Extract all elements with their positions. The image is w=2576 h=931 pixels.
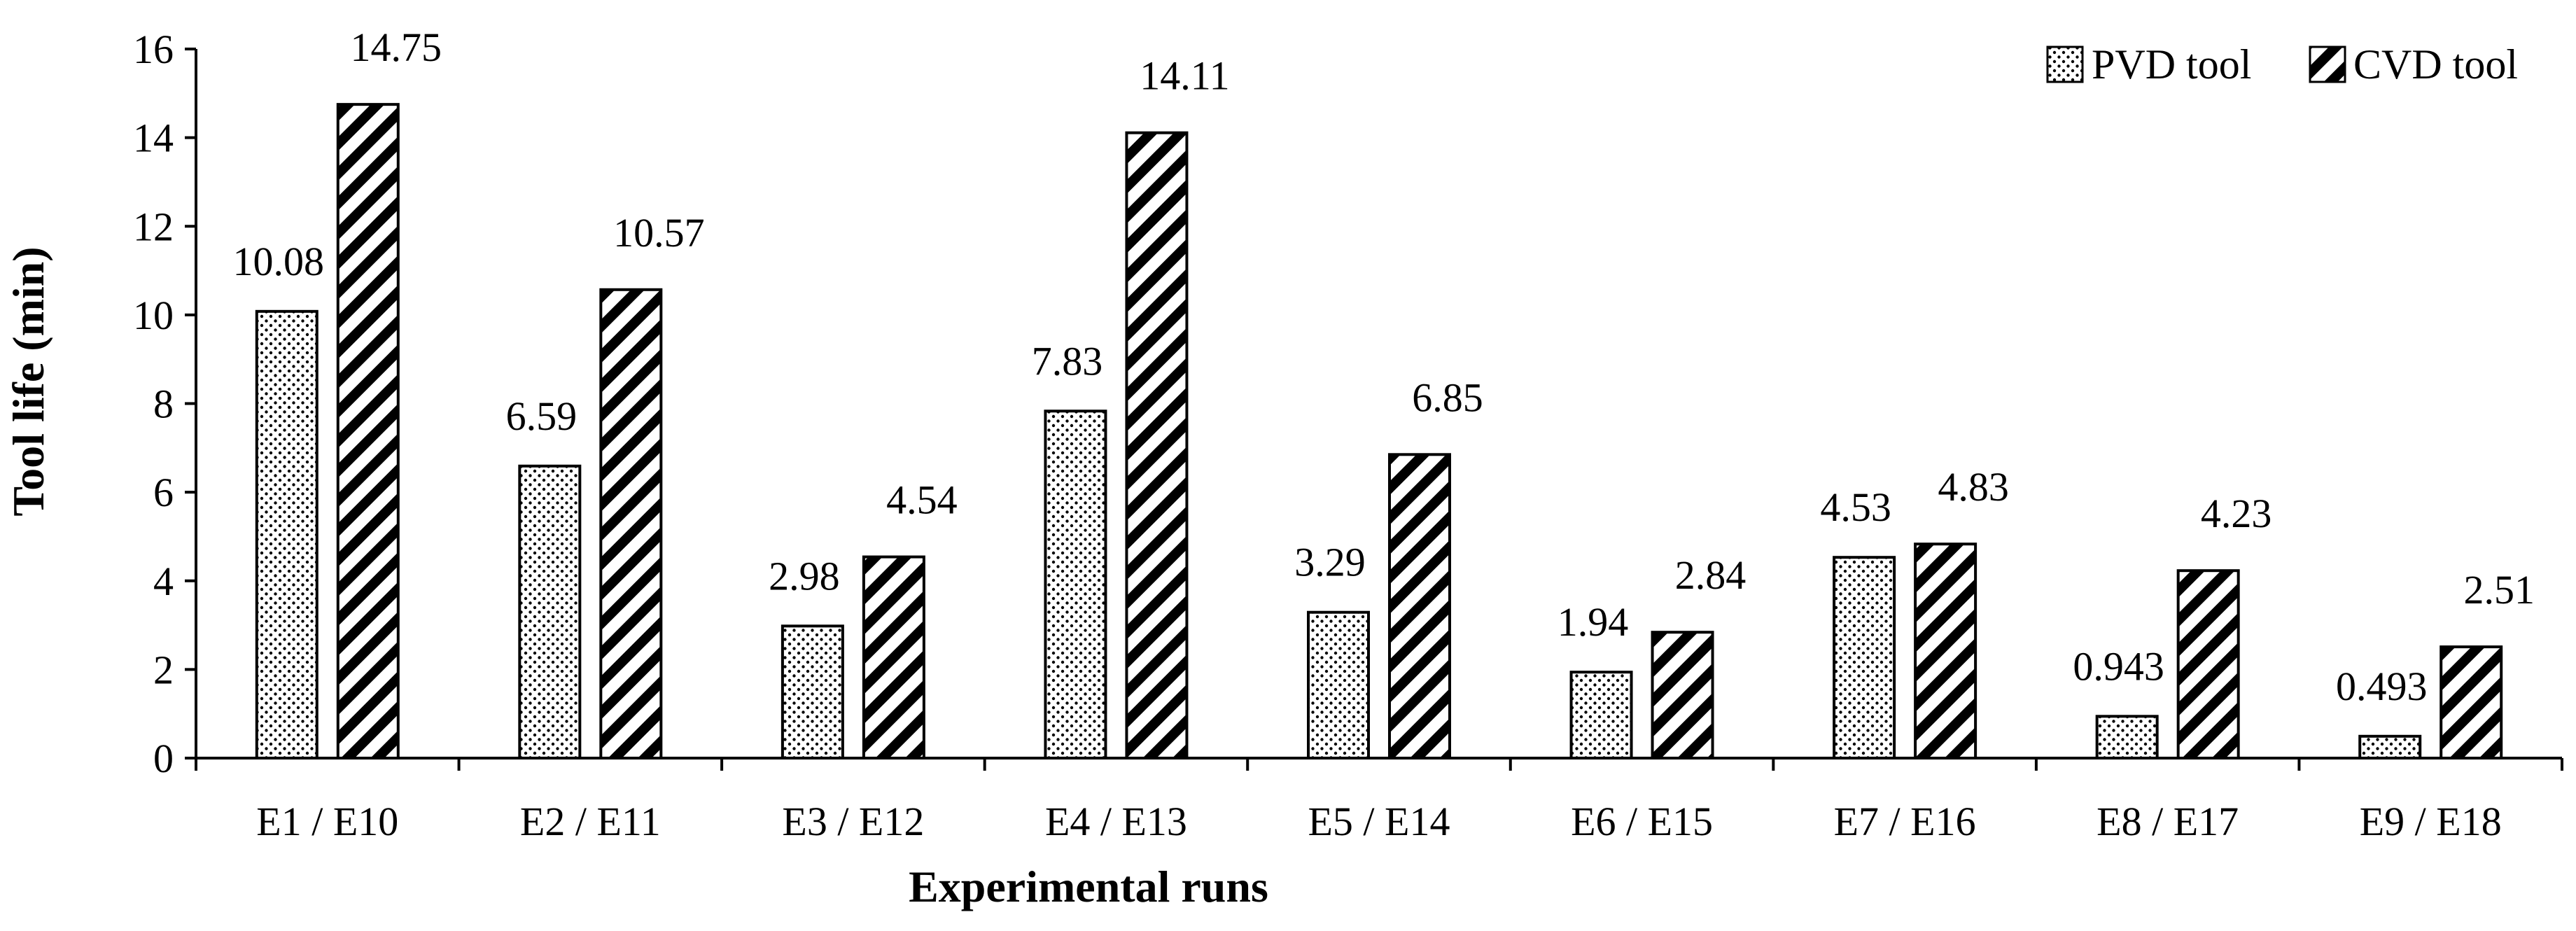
pvd-data-label: 7.83 bbox=[1032, 338, 1103, 384]
y-tick-label: 0 bbox=[153, 736, 174, 781]
pvd-data-label: 3.29 bbox=[1294, 540, 1366, 585]
pvd-data-label: 0.493 bbox=[2336, 664, 2428, 709]
x-tick-label: E1 / E10 bbox=[256, 799, 398, 844]
cvd-bar bbox=[2176, 569, 2240, 760]
y-tick-label: 16 bbox=[133, 27, 174, 72]
y-tick-label: 6 bbox=[153, 470, 174, 515]
x-tick-label: E7 / E16 bbox=[1834, 799, 1976, 844]
legend-label-pvd: PVD tool bbox=[2092, 41, 2251, 88]
cvd-bar bbox=[862, 555, 925, 760]
pvd-bar bbox=[2095, 715, 2159, 760]
x-axis-title: Experimental runs bbox=[909, 862, 1268, 911]
cvd-bar bbox=[2440, 645, 2503, 760]
y-axis: 0 2 4 6 8 10 12 14 16 bbox=[133, 27, 197, 781]
pvd-bar bbox=[780, 624, 844, 760]
y-tick-label: 14 bbox=[133, 115, 174, 161]
x-tick-label: E8 / E17 bbox=[2096, 799, 2239, 844]
cvd-data-label: 2.51 bbox=[2463, 567, 2535, 612]
legend-swatch-cvd bbox=[2309, 46, 2346, 83]
cvd-data-label: 4.54 bbox=[886, 477, 958, 523]
x-axis: E1 / E10 E2 / E11 E3 / E12 E4 / E13 E5 / E14… bbox=[195, 757, 2563, 844]
x-tick-label: E9 / E18 bbox=[2360, 799, 2502, 844]
cvd-bar bbox=[599, 288, 663, 760]
y-tick-label: 8 bbox=[153, 382, 174, 427]
x-tick-label: E3 / E12 bbox=[782, 799, 924, 844]
legend-swatch-pvd bbox=[2046, 46, 2084, 83]
y-tick-label: 2 bbox=[153, 647, 174, 692]
cvd-data-label: 2.84 bbox=[1675, 552, 1746, 598]
cvd-bar bbox=[1388, 453, 1451, 760]
pvd-bar bbox=[255, 309, 318, 760]
cvd-data-label: 14.75 bbox=[351, 24, 442, 70]
pvd-data-label: 1.94 bbox=[1558, 599, 1629, 645]
cvd-bar bbox=[336, 103, 400, 760]
pvd-bar bbox=[1044, 410, 1107, 760]
cvd-bar bbox=[1914, 542, 1977, 760]
cvd-data-label: 4.23 bbox=[2201, 491, 2272, 536]
pvd-data-label: 2.98 bbox=[769, 553, 840, 598]
x-tick-label: E5 / E14 bbox=[1308, 799, 1450, 844]
legend: PVD tool CVD tool bbox=[2046, 41, 2518, 88]
data-labels: 10.08 6.59 2.98 7.83 3.29 1.94 4.53 0.943 0.493 1… bbox=[233, 24, 2535, 709]
pvd-data-label: 4.53 bbox=[1820, 484, 1891, 530]
y-axis-title: Tool life (min) bbox=[4, 246, 53, 516]
cvd-data-label: 4.83 bbox=[1938, 464, 2009, 510]
pvd-bar bbox=[1569, 671, 1633, 760]
pvd-data-label: 0.943 bbox=[2073, 643, 2164, 689]
cvd-data-label: 14.11 bbox=[1140, 53, 1229, 99]
x-tick-label: E2 / E11 bbox=[520, 799, 661, 844]
pvd-bar bbox=[1307, 610, 1370, 760]
legend-label-cvd: CVD tool bbox=[2353, 41, 2518, 88]
y-tick-label: 12 bbox=[133, 204, 174, 249]
cvd-data-label: 6.85 bbox=[1412, 374, 1483, 420]
pvd-bar bbox=[518, 464, 582, 760]
cvd-data-label: 10.57 bbox=[613, 210, 705, 255]
x-tick-label: E4 / E13 bbox=[1045, 799, 1187, 844]
bars bbox=[255, 103, 2503, 760]
y-tick-label: 4 bbox=[153, 559, 174, 604]
pvd-bar bbox=[1833, 556, 1896, 760]
cvd-bar bbox=[1651, 631, 1714, 760]
pvd-data-label: 6.59 bbox=[506, 393, 578, 439]
pvd-bar bbox=[2358, 734, 2422, 760]
pvd-data-label: 10.08 bbox=[233, 239, 325, 284]
cvd-bar bbox=[1125, 131, 1189, 760]
x-tick-label: E6 / E15 bbox=[1571, 799, 1713, 844]
y-tick-label: 10 bbox=[133, 293, 174, 338]
